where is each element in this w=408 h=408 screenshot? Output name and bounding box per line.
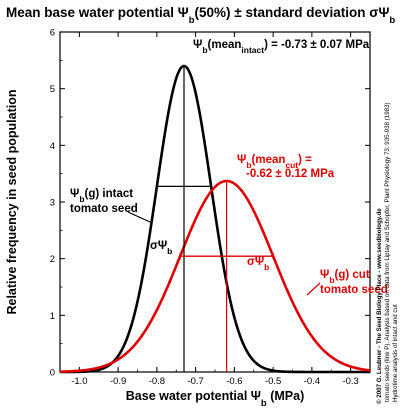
intact-mean-annotation-part-3: intact bbox=[241, 45, 264, 55]
axis-tick-labels: -1.0 -0.9 -0.8 -0.7 -0.6 -0.5 -0.4 -0.3 0 1 2 3 4 5 6 bbox=[50, 28, 359, 388]
source-notes: tomato seeds (line P). Analysis based on… bbox=[384, 102, 391, 402]
cut-mean-annotation-line1-part-4: ) = bbox=[298, 154, 312, 166]
y-tick-label: 3 bbox=[50, 198, 55, 209]
cut-sd-arrow bbox=[179, 253, 274, 260]
intact-mean-annotation-part-4: ) = -0.73 ± 0.07 MPa bbox=[264, 39, 370, 51]
cut-mean-annotation-line2-part-0: -0.62 ± 0.12 MPa bbox=[246, 168, 335, 180]
x-tick-label: -0.7 bbox=[187, 376, 203, 387]
intact-series-label-line1: Ψb(g) intact bbox=[70, 188, 133, 204]
cut-mean-annotation-line1-part-2: (mean bbox=[252, 154, 286, 166]
y-tick-label: 0 bbox=[50, 368, 55, 379]
x-tick-label: -0.6 bbox=[226, 376, 242, 387]
source-note-line1: Hydrotime analysis of intact and cut bbox=[392, 304, 399, 402]
cut-series-label-line2: tomato seed bbox=[320, 284, 388, 296]
source-note-line2: tomato seeds (line P). Analysis based on… bbox=[384, 102, 391, 402]
mean-lines bbox=[183, 66, 228, 372]
cut-sd-label-part-0: σΨ bbox=[247, 256, 264, 268]
cut-mean-annotation-line2: -0.62 ± 0.12 MPa bbox=[246, 168, 335, 180]
sd-arrows bbox=[156, 183, 274, 260]
title-part-2: (50%) ± standard deviation σΨ bbox=[195, 5, 390, 20]
intact-series-label-line1-part-2: (g) intact bbox=[85, 188, 134, 200]
distribution-curves bbox=[59, 64, 371, 374]
intact-sd-label-part-0: σΨ bbox=[150, 240, 167, 252]
x-tick-label: -0.9 bbox=[110, 376, 126, 387]
cut-mean-annotation-line1-part-1: b bbox=[246, 160, 251, 170]
intact-mean-annotation-part-1: b bbox=[202, 45, 207, 55]
intact-series-label-line1-part-0: Ψ bbox=[70, 188, 79, 200]
y-tick-label: 4 bbox=[50, 141, 55, 152]
cut-mean-annotation-line1-part-0: Ψ bbox=[237, 154, 246, 166]
cut-series-label-line1-part-1: b bbox=[329, 275, 334, 285]
intact-mean-annotation-part-0: Ψ bbox=[193, 39, 202, 51]
intact-sd-label: σΨb bbox=[150, 240, 172, 256]
cut-series-label-line1-part-0: Ψ bbox=[320, 269, 329, 281]
title-part-3: b bbox=[389, 15, 395, 26]
cut-series-label-line1: Ψb(g) cut bbox=[320, 269, 370, 285]
plot-frame bbox=[59, 31, 371, 373]
cut-mean-annotation-line1-part-3: cut bbox=[285, 160, 298, 170]
y-tick-label: 1 bbox=[50, 311, 55, 322]
cut-mean-annotation-line1: Ψb(meancut) = bbox=[237, 154, 312, 170]
x-tick-label: -1.0 bbox=[71, 376, 87, 387]
x-tick-label: -0.4 bbox=[304, 376, 320, 387]
intact-mean-annotation: Ψb(meanintact) = -0.73 ± 0.07 MPa bbox=[193, 39, 370, 55]
cut-series-label-line1-part-2: (g) cut bbox=[335, 269, 370, 281]
y-tick-label: 2 bbox=[50, 254, 55, 265]
intact-label-pointer bbox=[127, 211, 151, 223]
intact-series-label-line2: tomato seed bbox=[70, 203, 138, 215]
xlabel-part-1: b bbox=[261, 398, 267, 408]
intact-sd-arrow bbox=[156, 183, 212, 190]
x-tick-label: -0.8 bbox=[149, 376, 165, 387]
chart-title: Mean base water potential Ψb(50%) ± stan… bbox=[6, 5, 395, 26]
intact-series-label-line2-part-0: tomato seed bbox=[70, 203, 138, 215]
cut-series-label-line2-part-0: tomato seed bbox=[320, 284, 388, 296]
copyright-note: © 2007 G. Leubner - The Seed Biology Pla… bbox=[376, 208, 383, 404]
annotations: Ψb(meanintact) = -0.73 ± 0.07 MPaΨb(mean… bbox=[70, 39, 388, 296]
y-tick-label: 5 bbox=[50, 84, 55, 95]
intact-seed-curve bbox=[60, 64, 370, 374]
cut-seed-curve bbox=[59, 179, 371, 373]
title-part-0: Mean base water potential Ψ bbox=[6, 5, 189, 20]
cut-sd-label: σΨb bbox=[247, 256, 269, 272]
title-part-1: b bbox=[189, 15, 195, 26]
side-notes: © 2007 G. Leubner - The Seed Biology Pla… bbox=[376, 208, 383, 404]
intact-series-label-line1-part-1: b bbox=[79, 194, 84, 204]
x-tick-label: -0.3 bbox=[342, 376, 358, 387]
xlabel-part-2: (MPa) bbox=[267, 389, 305, 403]
y-axis-label: Relative frequency in seed population bbox=[5, 89, 19, 314]
xlabel-part-0: Base water potential Ψ bbox=[126, 389, 261, 403]
x-tick-label: -0.5 bbox=[265, 376, 281, 387]
intact-sd-label-part-1: b bbox=[167, 246, 172, 256]
source-notes-2: Hydrotime analysis of intact and cut bbox=[392, 304, 399, 402]
y-tick-label: 6 bbox=[50, 28, 55, 39]
cut-label-pointer bbox=[306, 282, 321, 296]
x-axis-label: Base water potential Ψb (MPa) bbox=[126, 389, 304, 408]
axis-ticks bbox=[59, 31, 371, 373]
cut-sd-label-part-1: b bbox=[264, 262, 269, 272]
intact-mean-annotation-part-2: (mean bbox=[208, 39, 242, 51]
